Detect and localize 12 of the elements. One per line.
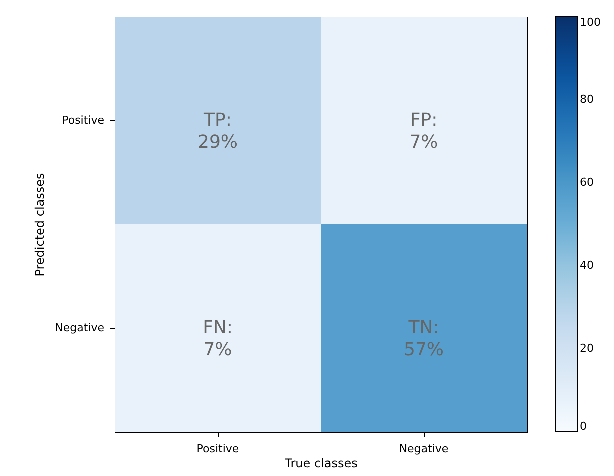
color-bar-label: 100 [580, 16, 601, 29]
color-bar-label: 80 [580, 93, 594, 106]
color-bar-label: 0 [580, 420, 587, 433]
x-axis-title: True classes [284, 456, 358, 470]
data-label: FN: 7% [203, 317, 233, 360]
color-bar-label: 40 [580, 259, 594, 272]
color-bar-label: 60 [580, 176, 594, 189]
data-label: TN: 57% [404, 317, 444, 360]
data-label: TP: 29% [198, 110, 238, 153]
y-axis-title: Predicted classes [33, 173, 48, 277]
data-label: FP: 7% [410, 110, 438, 153]
color-bar-label: 20 [580, 342, 594, 355]
